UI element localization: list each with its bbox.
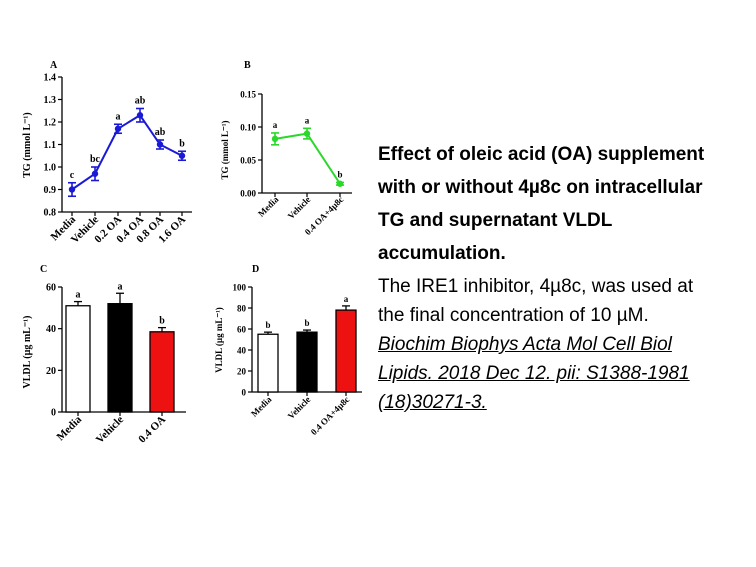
- significance-letter: b: [304, 318, 309, 328]
- y-tick-label: 80: [237, 304, 247, 314]
- significance-letter: bc: [90, 154, 101, 165]
- y-tick-label: 20: [237, 367, 247, 377]
- x-tick-label: Vehicle: [286, 394, 313, 421]
- caption-title-line: Effect of oleic acid (OA) supplement: [378, 144, 705, 165]
- y-tick-label: 100: [233, 283, 247, 293]
- significance-letter: a: [344, 294, 349, 304]
- caption-body-line: The IRE1 inhibitor, 4µ8c, was used at: [378, 276, 694, 297]
- bar: [107, 303, 133, 413]
- caption-body-line: the final concentration of 10 µM.: [378, 305, 649, 326]
- y-tick-label: 0.9: [44, 185, 57, 196]
- x-tick-label: Media: [256, 194, 281, 219]
- data-point: [114, 125, 122, 132]
- significance-letter: b: [179, 138, 185, 149]
- y-axis-label: TG (mmol L⁻¹): [220, 121, 230, 180]
- y-tick-label: 40: [237, 346, 247, 356]
- significance-letter: a: [116, 111, 121, 122]
- series-line: [274, 132, 341, 185]
- y-tick-label: 0.00: [240, 189, 256, 199]
- y-axis-label: VLDL (µg mL⁻¹): [214, 307, 224, 373]
- y-tick-label: 1.4: [44, 73, 57, 84]
- figure-panels: A 0.8 0.9 1.0 1.1 1.2 1.3 1.4 TG (mmol L⁻¹) Media…: [22, 60, 362, 446]
- significance-letter: a: [118, 281, 123, 292]
- y-tick-label: 20: [46, 366, 56, 377]
- y-tick-label: 0.05: [240, 156, 256, 166]
- caption-title-line: accumulation.: [378, 243, 506, 264]
- y-axis-label: VLDL (µg mL⁻¹): [22, 316, 33, 389]
- significance-letter: a: [305, 115, 310, 125]
- panel-label: A: [50, 60, 58, 71]
- y-tick-label: 0.8: [44, 208, 57, 219]
- x-tick-label: 0.4 OA+4µ8c: [309, 394, 352, 437]
- panel-label: D: [252, 264, 259, 275]
- significance-letter: a: [76, 290, 81, 301]
- significance-letter: b: [159, 316, 165, 327]
- data-point: [303, 130, 311, 137]
- bar: [257, 333, 279, 393]
- data-point: [178, 152, 186, 159]
- x-tick-label: Vehicle: [94, 414, 126, 446]
- y-tick-label: 40: [46, 324, 56, 335]
- citation-link[interactable]: (18)30271-3.: [378, 392, 487, 413]
- panel-label: B: [244, 60, 251, 71]
- citation-link[interactable]: Lipids. 2018 Dec 12. pii: S1388-1981: [378, 363, 690, 384]
- y-tick-label: 0.15: [240, 90, 256, 100]
- significance-letter: c: [70, 170, 75, 181]
- bar: [65, 305, 91, 413]
- data-point: [336, 180, 344, 187]
- y-tick-label: 1.1: [44, 140, 57, 151]
- y-tick-label: 60: [237, 325, 247, 335]
- x-tick-label: Media: [54, 413, 84, 443]
- series-line: [71, 113, 183, 191]
- significance-letter: ab: [155, 127, 166, 138]
- y-tick-label: 0.10: [240, 123, 256, 133]
- significance-letter: a: [273, 120, 278, 130]
- x-tick-label: 0.4 OA: [136, 414, 168, 446]
- caption-title-line: with or without 4µ8c on intracellular: [378, 177, 703, 198]
- data-point: [136, 112, 144, 119]
- y-tick-label: 1.3: [44, 95, 57, 106]
- bar: [296, 331, 318, 393]
- y-tick-label: 1.2: [44, 118, 57, 129]
- citation-link[interactable]: Biochim Biophys Acta Mol Cell Biol: [378, 334, 672, 355]
- y-tick-label: 0: [51, 408, 56, 419]
- significance-letter: ab: [135, 96, 146, 107]
- panel-label: C: [40, 264, 47, 275]
- significance-letter: b: [265, 320, 270, 330]
- y-axis-label: TG (mmol L⁻¹): [22, 112, 33, 178]
- x-tick-label: Vehicle: [286, 194, 313, 221]
- significance-letter: b: [337, 169, 342, 179]
- data-point: [91, 170, 99, 177]
- bar: [149, 331, 175, 413]
- y-tick-label: 1.0: [44, 163, 57, 174]
- x-tick-label: Media: [249, 394, 274, 419]
- data-point: [68, 186, 76, 193]
- bar: [335, 309, 357, 393]
- data-point: [156, 141, 164, 148]
- y-tick-label: 60: [46, 283, 56, 294]
- y-tick-label: 0: [242, 388, 247, 398]
- caption-title-line: TG and supernatant VLDL: [378, 210, 613, 231]
- caption-block: Effect of oleic acid (OA) supplement wit…: [378, 140, 750, 417]
- data-point: [271, 135, 279, 143]
